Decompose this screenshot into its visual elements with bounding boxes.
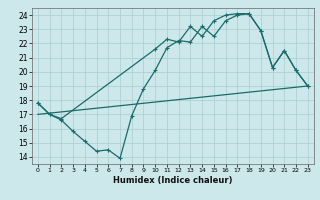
X-axis label: Humidex (Indice chaleur): Humidex (Indice chaleur) bbox=[113, 176, 233, 185]
